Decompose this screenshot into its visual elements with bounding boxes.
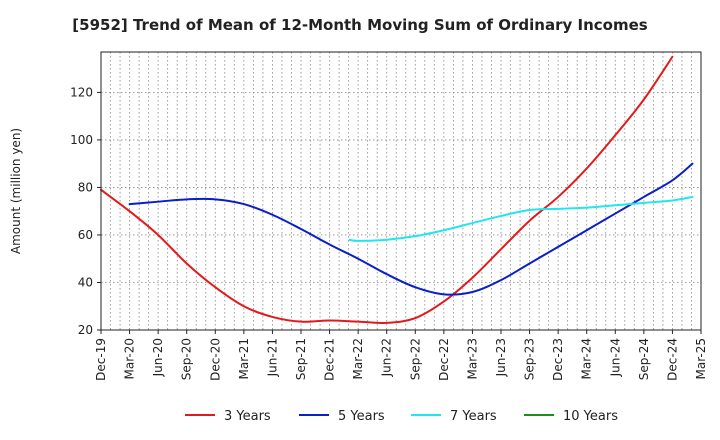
plot-series bbox=[100, 55, 694, 325]
x-tick-label: Mar-21 bbox=[237, 338, 251, 379]
x-tick-label: Mar-22 bbox=[351, 338, 365, 379]
x-tick-label: Jun-20 bbox=[151, 338, 165, 377]
x-tick-label: Mar-20 bbox=[123, 338, 137, 379]
x-tick-label: Jun-24 bbox=[608, 338, 622, 377]
chart-title: [5952] Trend of Mean of 12-Month Moving … bbox=[72, 16, 647, 34]
legend-label-7-years: 7 Years bbox=[450, 409, 497, 424]
plot-frame bbox=[100, 51, 702, 331]
grid bbox=[101, 52, 701, 330]
y-tick-label: 20 bbox=[78, 323, 93, 337]
legend: 3 Years 5 Years 7 Years 10 Years bbox=[185, 409, 618, 424]
x-tick-label: Mar-25 bbox=[694, 338, 708, 379]
x-axis: Dec-19 Mar-20 Jun-20 Sep-20 Dec-20 Mar-21 Jun-… bbox=[94, 330, 708, 381]
y-axis-label: Amount (million yen) bbox=[9, 128, 23, 254]
x-tick-label: Jun-21 bbox=[265, 338, 279, 377]
x-tick-label: Sep-21 bbox=[294, 338, 308, 380]
series-line-7-years bbox=[348, 195, 694, 242]
x-tick-label: Jun-23 bbox=[494, 338, 508, 377]
x-tick-label: Dec-21 bbox=[323, 338, 337, 381]
x-tick-label: Dec-23 bbox=[551, 338, 565, 381]
x-tick-label: Sep-24 bbox=[637, 338, 651, 380]
y-tick-label: 100 bbox=[70, 133, 93, 147]
x-tick-label: Dec-22 bbox=[437, 338, 451, 381]
x-tick-label: Dec-24 bbox=[665, 338, 679, 381]
series-line-5-years bbox=[128, 162, 694, 296]
x-tick-label: Mar-23 bbox=[465, 338, 479, 379]
legend-label-10-years: 10 Years bbox=[563, 409, 618, 424]
x-tick-label: Dec-19 bbox=[94, 338, 108, 381]
x-tick-label: Sep-23 bbox=[523, 338, 537, 380]
y-tick-label: 120 bbox=[70, 85, 93, 99]
legend-label-5-years: 5 Years bbox=[338, 409, 385, 424]
legend-label-3-years: 3 Years bbox=[224, 409, 271, 424]
y-tick-label: 60 bbox=[78, 228, 93, 242]
y-tick-label: 40 bbox=[78, 275, 93, 289]
series-line-3-years bbox=[100, 55, 674, 325]
x-tick-label: Mar-24 bbox=[580, 338, 594, 379]
x-tick-label: Sep-20 bbox=[180, 338, 194, 380]
y-tick-label: 80 bbox=[78, 180, 93, 194]
x-tick-label: Jun-22 bbox=[380, 338, 394, 377]
y-axis: 20 40 60 80 100 120 bbox=[70, 85, 101, 337]
x-tick-label: Dec-20 bbox=[208, 338, 222, 381]
x-tick-label: Sep-22 bbox=[408, 338, 422, 380]
